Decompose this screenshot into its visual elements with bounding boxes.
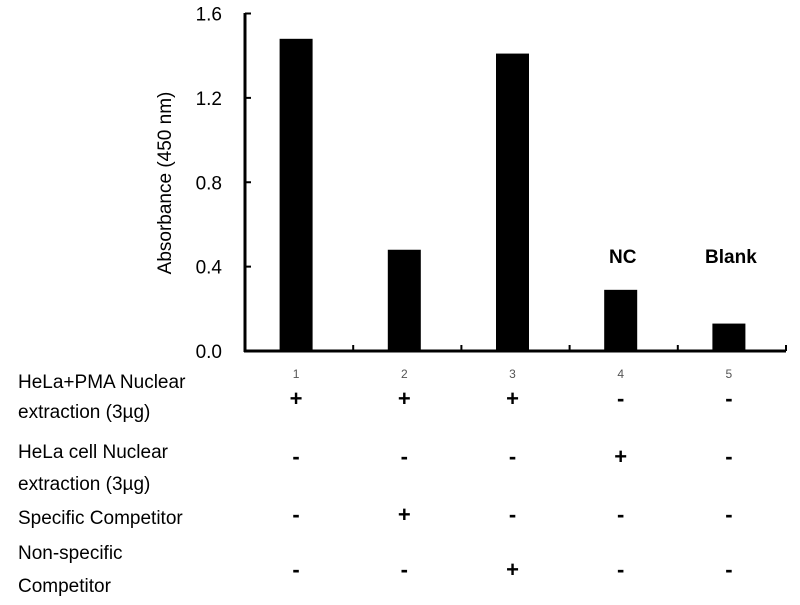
condition-sign: - xyxy=(617,386,624,411)
conditions-table: HeLa+PMA Nuclear extraction (3µg) + + + - - HeL… xyxy=(18,372,733,597)
condition-label: Specific Competitor xyxy=(18,508,183,529)
y-tick-label: 0.4 xyxy=(196,258,223,279)
condition-sign: - xyxy=(401,444,408,469)
condition-sign: - xyxy=(401,557,408,582)
annotations-group: NC Blank xyxy=(609,247,757,268)
condition-sign: - xyxy=(509,444,516,469)
x-ticks-group: 1 2 3 4 5 xyxy=(293,345,787,381)
bar-1 xyxy=(279,38,313,351)
x-tick-label: 3 xyxy=(509,367,516,381)
condition-sign: - xyxy=(725,444,732,469)
y-tick-label: 1.2 xyxy=(196,89,222,110)
y-tick-label: 1.6 xyxy=(196,5,222,26)
condition-sign: - xyxy=(617,557,624,582)
condition-label: extraction (3µg) xyxy=(18,474,150,495)
annotation-label: NC xyxy=(609,247,637,268)
condition-sign: - xyxy=(725,502,732,527)
condition-sign: + xyxy=(290,386,303,411)
condition-sign: + xyxy=(398,386,411,411)
condition-sign: - xyxy=(292,557,299,582)
y-axis-label: Absorbance (450 nm) xyxy=(155,92,176,275)
condition-sign: + xyxy=(506,557,519,582)
condition-sign: - xyxy=(292,502,299,527)
condition-sign: + xyxy=(614,444,627,469)
x-tick-label: 2 xyxy=(401,367,408,381)
condition-label: Competitor xyxy=(18,576,112,597)
condition-label: Non-specific xyxy=(18,543,123,564)
bar-5 xyxy=(712,323,746,351)
x-tick-label: 1 xyxy=(293,367,300,381)
y-tick-label: 0.0 xyxy=(196,342,222,363)
bars-group xyxy=(279,38,746,351)
condition-label: extraction (3µg) xyxy=(18,402,150,423)
condition-label: HeLa cell Nuclear xyxy=(18,442,169,463)
y-ticks-group: 0.0 0.4 0.8 1.2 1.6 xyxy=(196,5,251,363)
condition-sign: + xyxy=(398,502,411,527)
bar-2 xyxy=(387,249,421,351)
condition-sign: - xyxy=(725,386,732,411)
bar-3 xyxy=(496,53,529,351)
condition-sign: + xyxy=(506,386,519,411)
annotation-label: Blank xyxy=(705,247,757,268)
condition-label: HeLa+PMA Nuclear xyxy=(18,372,186,393)
condition-sign: - xyxy=(725,557,732,582)
x-tick-label: 5 xyxy=(726,367,733,381)
condition-sign: - xyxy=(509,502,516,527)
bar-4 xyxy=(604,289,638,351)
condition-sign: - xyxy=(617,502,624,527)
x-tick-label: 4 xyxy=(617,367,624,381)
y-tick-label: 0.8 xyxy=(196,173,222,194)
condition-sign: - xyxy=(292,444,299,469)
